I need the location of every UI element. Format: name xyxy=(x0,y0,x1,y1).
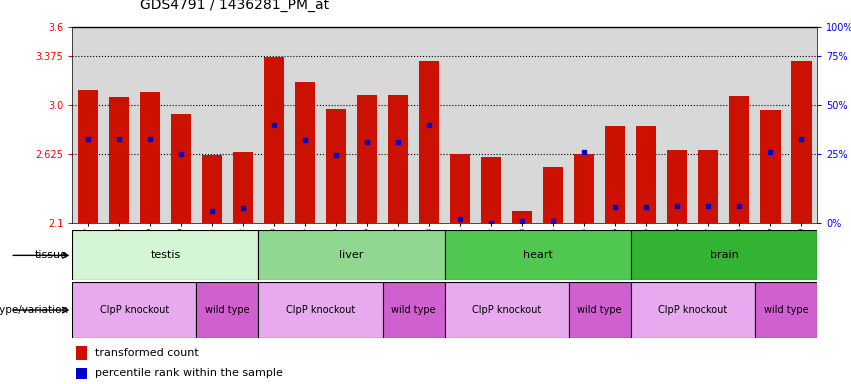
Bar xyxy=(77,89,98,223)
Text: ClpP knockout: ClpP knockout xyxy=(286,305,355,315)
Text: brain: brain xyxy=(710,250,739,260)
Text: heart: heart xyxy=(523,250,552,260)
Text: wild type: wild type xyxy=(205,305,250,315)
Bar xyxy=(512,211,532,223)
Text: genotype/variation: genotype/variation xyxy=(0,305,68,315)
Bar xyxy=(450,154,471,223)
Bar xyxy=(197,282,259,338)
Bar xyxy=(72,282,197,338)
Bar xyxy=(631,230,817,280)
Text: transformed count: transformed count xyxy=(94,348,198,358)
Bar xyxy=(755,282,817,338)
Bar xyxy=(357,95,377,223)
Bar xyxy=(171,114,191,223)
Bar xyxy=(631,282,755,338)
Text: wild type: wild type xyxy=(763,305,808,315)
Bar xyxy=(605,126,625,223)
Bar xyxy=(481,157,501,223)
Bar xyxy=(637,126,656,223)
Bar xyxy=(76,346,88,360)
Bar xyxy=(233,152,253,223)
Text: liver: liver xyxy=(340,250,363,260)
Text: ClpP knockout: ClpP knockout xyxy=(472,305,541,315)
Text: percentile rank within the sample: percentile rank within the sample xyxy=(94,368,283,378)
Bar xyxy=(72,230,259,280)
Bar xyxy=(444,230,631,280)
Text: ClpP knockout: ClpP knockout xyxy=(658,305,728,315)
Bar xyxy=(667,150,688,223)
Bar xyxy=(326,109,346,223)
Bar xyxy=(760,111,780,223)
Text: tissue: tissue xyxy=(35,250,68,260)
Bar xyxy=(383,282,444,338)
Text: wild type: wild type xyxy=(391,305,436,315)
Bar xyxy=(202,155,222,223)
Text: GDS4791 / 1436281_PM_at: GDS4791 / 1436281_PM_at xyxy=(140,0,329,12)
Bar xyxy=(419,61,439,223)
Bar xyxy=(295,82,315,223)
Bar xyxy=(388,95,408,223)
Bar xyxy=(699,150,718,223)
Bar xyxy=(791,61,812,223)
Text: ClpP knockout: ClpP knockout xyxy=(100,305,169,315)
Bar xyxy=(76,367,88,379)
Text: wild type: wild type xyxy=(578,305,622,315)
Bar xyxy=(568,282,631,338)
Bar xyxy=(444,282,568,338)
Text: testis: testis xyxy=(151,250,180,260)
Bar xyxy=(264,57,284,223)
Bar xyxy=(140,92,160,223)
Bar xyxy=(574,154,594,223)
Bar xyxy=(259,282,383,338)
Bar xyxy=(259,230,444,280)
Bar xyxy=(543,167,563,223)
Bar xyxy=(729,96,750,223)
Bar xyxy=(109,98,129,223)
